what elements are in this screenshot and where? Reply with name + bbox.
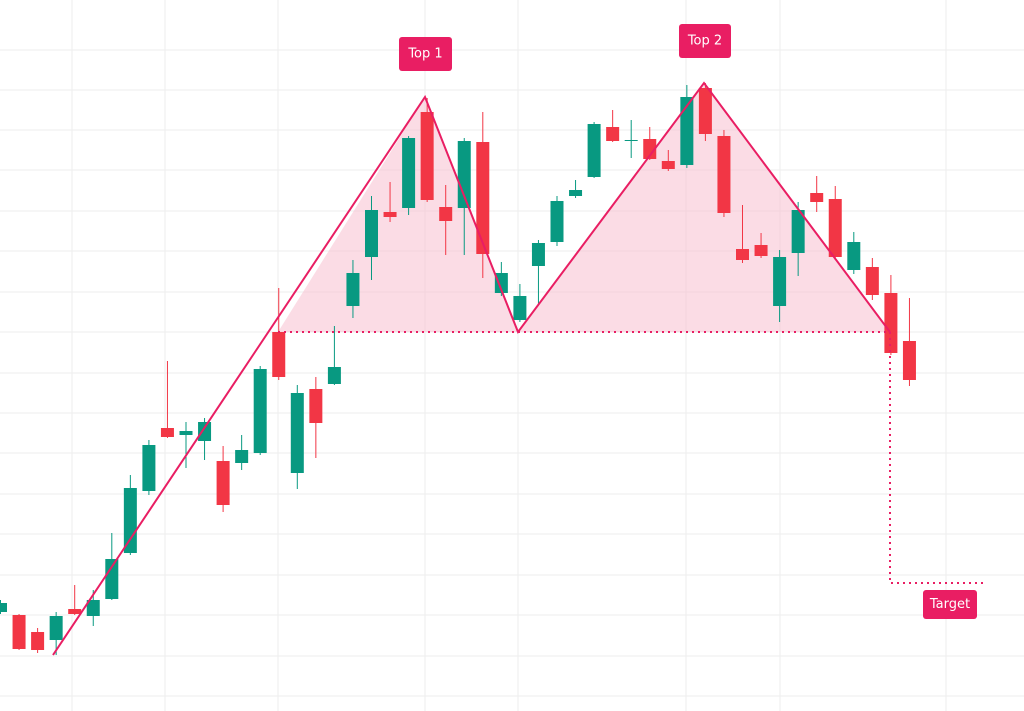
candle-body bbox=[513, 296, 527, 320]
candle-body bbox=[179, 431, 193, 435]
candle-body bbox=[198, 422, 212, 441]
candle-body bbox=[272, 332, 286, 377]
candle-body bbox=[123, 488, 137, 553]
annotation-label: Target bbox=[929, 597, 970, 612]
candle-body bbox=[531, 243, 545, 266]
candle-body bbox=[810, 193, 824, 202]
candle-body bbox=[457, 141, 471, 208]
candle-body bbox=[791, 210, 805, 253]
candle-body bbox=[142, 445, 156, 491]
candle-body bbox=[624, 140, 638, 141]
candle-body bbox=[476, 142, 490, 254]
candle-body bbox=[86, 600, 100, 616]
candle-body bbox=[160, 428, 174, 437]
candle-body bbox=[309, 389, 323, 423]
candle-body bbox=[0, 603, 7, 612]
candle-body bbox=[773, 257, 787, 306]
annotation-label: Top 1 bbox=[407, 47, 442, 62]
candle-body bbox=[420, 112, 434, 200]
candle-body bbox=[680, 97, 694, 165]
candle-body bbox=[494, 273, 508, 293]
candle-body bbox=[439, 207, 453, 221]
candle-body bbox=[736, 249, 749, 260]
candle-body bbox=[290, 393, 304, 473]
candle-body bbox=[68, 609, 82, 614]
pattern-lines bbox=[52, 81, 985, 656]
candle-body bbox=[902, 341, 916, 380]
candle-body bbox=[606, 127, 620, 141]
candle-body bbox=[550, 201, 564, 242]
candle-body bbox=[884, 293, 898, 353]
candle-body bbox=[383, 212, 397, 217]
candle-body bbox=[661, 161, 675, 169]
candle-body bbox=[105, 559, 119, 599]
candle-body bbox=[31, 632, 45, 650]
annotation-top-1: Top 1 bbox=[399, 37, 452, 71]
candle-body bbox=[717, 136, 731, 213]
candle-body bbox=[235, 450, 249, 463]
candles bbox=[0, 83, 916, 655]
candle-body bbox=[253, 369, 267, 453]
annotation-target: Target bbox=[923, 590, 977, 619]
annotation-label: Top 2 bbox=[687, 34, 722, 49]
candle-body bbox=[865, 267, 879, 295]
candle-body bbox=[569, 190, 583, 196]
candle-body bbox=[698, 88, 712, 134]
candle-body bbox=[847, 242, 861, 270]
candle-body bbox=[587, 124, 601, 177]
candle-body bbox=[365, 210, 378, 257]
pattern-shading bbox=[278, 83, 890, 332]
candle-body bbox=[216, 461, 230, 505]
candle-body bbox=[643, 139, 657, 159]
candle-body bbox=[327, 367, 341, 384]
candle-body bbox=[754, 245, 768, 256]
candle-body bbox=[402, 138, 416, 208]
candle-body bbox=[828, 199, 842, 257]
candle-body bbox=[49, 616, 63, 640]
candle-body bbox=[346, 273, 360, 306]
annotation-top-2: Top 2 bbox=[679, 24, 731, 58]
candle-body bbox=[12, 615, 26, 649]
